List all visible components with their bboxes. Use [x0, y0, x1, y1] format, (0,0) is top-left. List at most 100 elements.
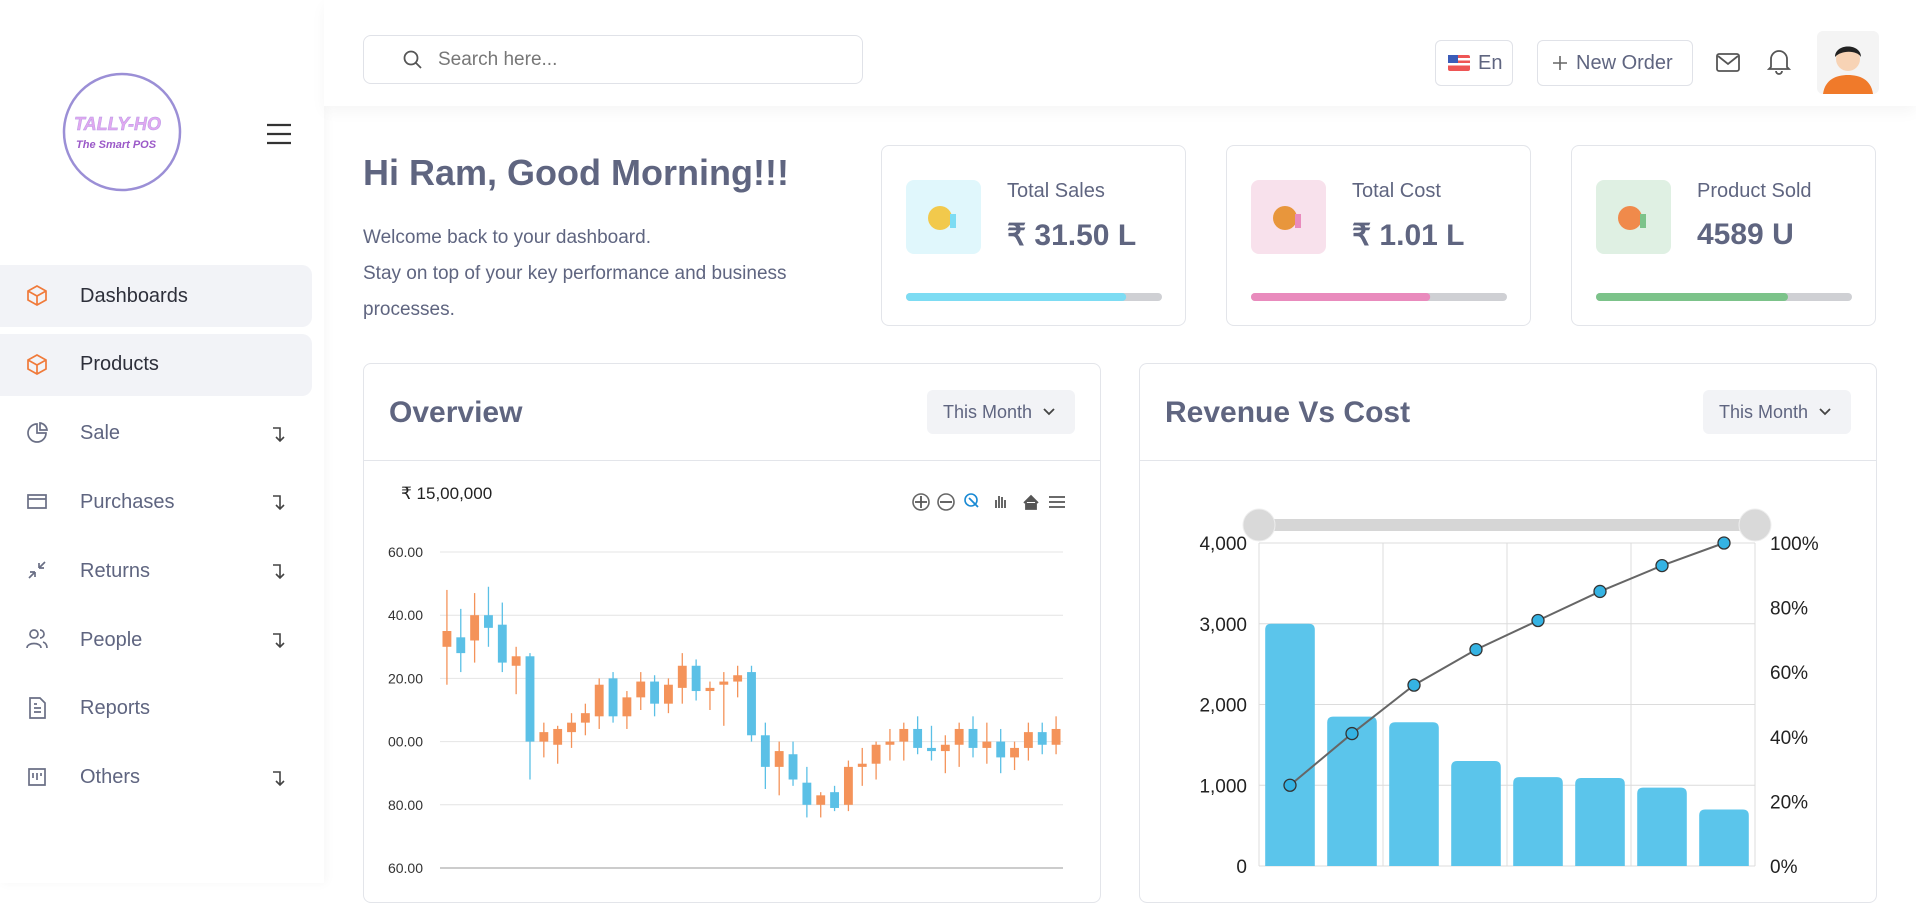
toolbar-icon[interactable] — [912, 493, 930, 511]
nav-label: Others — [80, 766, 141, 789]
nav-icon-shape — [29, 696, 46, 719]
y-tick-label: 3,000 — [1199, 615, 1247, 636]
new-order-button[interactable]: New Order — [1537, 40, 1693, 86]
candle-body — [940, 744, 950, 752]
submenu-arrow — [273, 564, 285, 580]
header: Search here... En New Order — [324, 0, 1916, 106]
candle-body — [982, 741, 992, 748]
nav-label: Dashboards — [80, 284, 188, 307]
divider — [364, 460, 1100, 461]
candle-body — [650, 681, 660, 704]
range-slider-handle[interactable] — [1242, 508, 1276, 542]
candle-body — [885, 741, 895, 745]
nav-item[interactable]: Purchases — [0, 471, 312, 533]
nav-icon — [29, 696, 46, 719]
flag-icon — [1448, 55, 1470, 71]
logo-title: TALLY-HO — [74, 114, 161, 134]
progress — [1251, 293, 1507, 301]
filter-button[interactable]: This Month — [1703, 390, 1851, 434]
nav-icon — [27, 421, 48, 443]
nav-item[interactable]: Returns — [0, 540, 312, 602]
candle-body — [913, 728, 923, 748]
candle-body — [774, 751, 784, 767]
submenu-arrow — [273, 633, 285, 649]
bar — [1575, 777, 1625, 866]
candle-body — [968, 728, 978, 748]
nav-item[interactable]: Products — [0, 333, 312, 396]
nav-item[interactable]: Others — [0, 747, 312, 809]
avatar[interactable] — [1817, 31, 1879, 94]
bar — [1265, 623, 1315, 866]
revenue-panel: Revenue Vs Cost This Month — [1139, 363, 1877, 903]
toolbar-icon[interactable] — [995, 496, 1006, 508]
nav-icon-shape — [28, 767, 46, 786]
filter-button[interactable]: This Month — [927, 390, 1075, 434]
y-axis-label: ₹ 15,00,000 — [401, 484, 492, 503]
y-tick-label: 2,000 — [1199, 696, 1247, 717]
overview-panel: Overview This Month — [363, 363, 1101, 903]
candle-body — [567, 722, 576, 733]
candle-body — [511, 656, 521, 666]
nav-item[interactable]: Dashboards — [0, 265, 312, 327]
candle-body — [816, 795, 826, 805]
candle-body — [594, 684, 604, 717]
nav-label: People — [80, 628, 143, 651]
candle-body — [927, 747, 936, 752]
progress-fill — [1596, 293, 1788, 301]
language-button[interactable]: En — [1435, 40, 1513, 86]
menu-toggle[interactable] — [266, 122, 292, 146]
chart-toolbar[interactable] — [912, 493, 1065, 511]
stat-icon-art — [1273, 206, 1301, 230]
notification-button[interactable] — [1767, 49, 1791, 75]
mail-button[interactable] — [1716, 52, 1742, 74]
stat-icon-shape — [1273, 206, 1297, 230]
panel-title: Overview — [389, 396, 523, 429]
filter-label: This Month — [1719, 401, 1809, 422]
stat-icon — [1596, 180, 1671, 254]
nav-item[interactable]: Reports — [0, 678, 312, 740]
nav-icon-shape — [26, 629, 48, 649]
stat-value: 4589 U — [1697, 218, 1794, 251]
submenu-arrow — [273, 495, 285, 511]
stat-card: Product Sold 4589 U — [1571, 145, 1876, 326]
logo: TALLY-HO The Smart POS — [62, 72, 182, 192]
nav-icon-shape — [27, 494, 47, 510]
stat-icon-shape — [1618, 206, 1642, 230]
progress-fill — [906, 293, 1127, 301]
nav-item[interactable]: People — [0, 609, 312, 671]
nav-item[interactable]: Sale — [0, 403, 312, 465]
line-marker — [1407, 678, 1421, 692]
candle-body — [664, 684, 673, 704]
toolbar-icon[interactable] — [1049, 496, 1065, 508]
progress — [1596, 293, 1852, 301]
nav-label: Products — [80, 353, 159, 376]
y-tick-label: 1,000 — [1199, 776, 1247, 797]
nav-icon-shape — [27, 421, 48, 443]
range-slider-track[interactable] — [1259, 519, 1755, 531]
y2-tick-label: 60% — [1770, 663, 1808, 684]
stat-icon-shape — [928, 206, 952, 230]
progress — [906, 293, 1162, 301]
nav-icon — [28, 767, 46, 786]
toolbar-icon[interactable] — [1023, 494, 1039, 510]
toolbar-icon[interactable] — [937, 493, 955, 511]
overview-chart: ₹ 15,00,000 60.00 40.00 20.00 00.00 80.00 60.0… — [388, 484, 1065, 876]
search-box[interactable]: Search here... — [363, 35, 863, 84]
toolbar-icon[interactable] — [964, 493, 979, 508]
logo-subtitle: The Smart POS — [76, 139, 157, 151]
y2-tick-label: 100% — [1770, 534, 1819, 555]
stat-icon-shape — [950, 214, 956, 228]
toolbar-icon-shape — [915, 496, 927, 508]
candle-body — [705, 687, 715, 692]
candle-body — [539, 732, 549, 742]
stat-icon-art — [928, 206, 956, 230]
candle-body — [733, 675, 743, 682]
nav-icon — [27, 285, 47, 306]
toolbar-icon-ring — [912, 493, 930, 511]
nav-icon — [26, 629, 48, 649]
line — [1289, 542, 1725, 787]
stat-label: Product Sold — [1697, 180, 1812, 202]
range-slider-handle[interactable] — [1738, 508, 1772, 542]
stat-icon — [906, 180, 981, 254]
candle-body — [719, 681, 729, 685]
